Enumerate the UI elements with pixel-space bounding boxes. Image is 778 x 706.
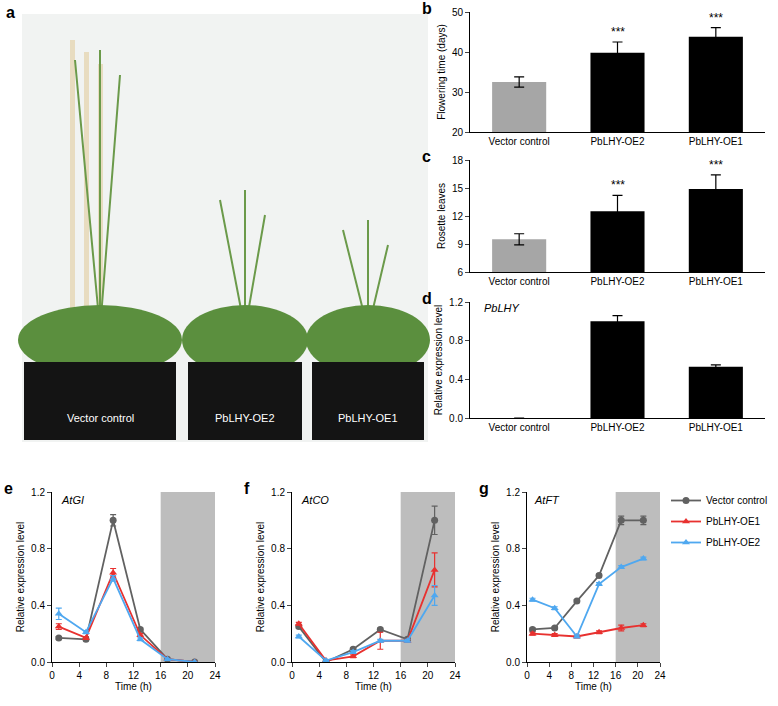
- svg-text:PbLHY-OE1: PbLHY-OE1: [338, 412, 398, 424]
- svg-text:AtCO: AtCO: [301, 494, 329, 506]
- svg-text:0.8: 0.8: [31, 543, 45, 554]
- svg-text:PbLHY: PbLHY: [484, 302, 520, 314]
- svg-text:e: e: [4, 480, 13, 497]
- svg-text:Relative expression level: Relative expression level: [15, 522, 26, 633]
- svg-text:24: 24: [449, 670, 461, 681]
- svg-text:20: 20: [632, 670, 644, 681]
- svg-text:0: 0: [524, 670, 530, 681]
- svg-text:0.0: 0.0: [449, 413, 463, 424]
- svg-text:PbLHY-OE1: PbLHY-OE1: [689, 276, 744, 287]
- svg-text:15: 15: [452, 183, 464, 194]
- svg-text:Vector control: Vector control: [489, 136, 550, 147]
- svg-text:24: 24: [654, 670, 666, 681]
- svg-text:1.2: 1.2: [271, 487, 285, 498]
- svg-text:20: 20: [182, 670, 194, 681]
- svg-text:Relative expression level: Relative expression level: [490, 522, 501, 633]
- svg-text:Time (h): Time (h): [355, 681, 392, 692]
- svg-text:20: 20: [422, 670, 434, 681]
- svg-text:4: 4: [546, 670, 552, 681]
- svg-text:4: 4: [76, 670, 82, 681]
- svg-text:12: 12: [588, 670, 600, 681]
- svg-text:PbLHY-OE1: PbLHY-OE1: [689, 422, 744, 433]
- svg-text:AtFT: AtFT: [534, 494, 560, 506]
- svg-text:AtGI: AtGI: [61, 494, 84, 506]
- svg-text:0.4: 0.4: [31, 600, 45, 611]
- svg-text:16: 16: [610, 670, 622, 681]
- svg-text:PbLHY-OE2: PbLHY-OE2: [590, 422, 645, 433]
- svg-text:50: 50: [452, 7, 464, 18]
- svg-text:Flowering time (days): Flowering time (days): [436, 24, 447, 120]
- svg-text:0.8: 0.8: [271, 543, 285, 554]
- svg-text:0: 0: [49, 670, 55, 681]
- svg-text:a: a: [6, 4, 15, 21]
- svg-text:0.4: 0.4: [449, 374, 463, 385]
- svg-text:1.2: 1.2: [31, 487, 45, 498]
- svg-text:Vector control: Vector control: [706, 495, 767, 506]
- svg-text:PbLHY-OE2: PbLHY-OE2: [706, 537, 761, 548]
- svg-text:PbLHY-OE2: PbLHY-OE2: [590, 276, 645, 287]
- svg-text:***: ***: [709, 158, 723, 172]
- svg-text:Vector control: Vector control: [489, 422, 550, 433]
- svg-text:Rosette leaves: Rosette leaves: [436, 183, 447, 249]
- svg-text:0.8: 0.8: [506, 543, 520, 554]
- svg-text:Vector control: Vector control: [67, 412, 134, 424]
- svg-text:0.4: 0.4: [506, 600, 520, 611]
- svg-text:8: 8: [569, 670, 575, 681]
- svg-text:d: d: [422, 290, 432, 307]
- svg-text:Time (h): Time (h): [115, 681, 152, 692]
- svg-text:0.0: 0.0: [506, 657, 520, 668]
- svg-text:18: 18: [452, 155, 464, 166]
- svg-text:0.4: 0.4: [271, 600, 285, 611]
- svg-text:***: ***: [611, 178, 625, 192]
- svg-text:1.2: 1.2: [449, 297, 463, 308]
- svg-text:Relative expression level: Relative expression level: [255, 522, 266, 633]
- svg-text:***: ***: [611, 25, 625, 39]
- svg-text:12: 12: [368, 670, 380, 681]
- svg-text:20: 20: [452, 127, 464, 138]
- svg-text:0.0: 0.0: [31, 657, 45, 668]
- svg-text:PbLHY-OE1: PbLHY-OE1: [689, 136, 744, 147]
- svg-text:Relative expression level: Relative expression level: [433, 305, 444, 416]
- svg-text:16: 16: [155, 670, 167, 681]
- svg-text:PbLHY-OE2: PbLHY-OE2: [590, 136, 645, 147]
- svg-text:12: 12: [452, 211, 464, 222]
- svg-text:12: 12: [128, 670, 140, 681]
- svg-text:0: 0: [289, 670, 295, 681]
- svg-text:0.8: 0.8: [449, 335, 463, 346]
- svg-text:Vector control: Vector control: [489, 276, 550, 287]
- svg-text:b: b: [422, 0, 432, 17]
- svg-text:16: 16: [395, 670, 407, 681]
- svg-text:30: 30: [452, 87, 464, 98]
- svg-text:1.2: 1.2: [506, 487, 520, 498]
- svg-text:4: 4: [316, 670, 322, 681]
- svg-text:8: 8: [104, 670, 110, 681]
- svg-text:0.0: 0.0: [271, 657, 285, 668]
- svg-text:PbLHY-OE2: PbLHY-OE2: [215, 412, 275, 424]
- svg-text:Time (h): Time (h): [575, 681, 612, 692]
- svg-text:***: ***: [709, 11, 723, 25]
- svg-text:24: 24: [209, 670, 221, 681]
- svg-text:8: 8: [344, 670, 350, 681]
- svg-text:c: c: [422, 148, 431, 165]
- svg-text:9: 9: [457, 239, 463, 250]
- svg-text:g: g: [479, 480, 489, 497]
- svg-text:f: f: [244, 480, 250, 497]
- svg-text:6: 6: [457, 267, 463, 278]
- svg-text:PbLHY-OE1: PbLHY-OE1: [706, 516, 761, 527]
- svg-text:40: 40: [452, 47, 464, 58]
